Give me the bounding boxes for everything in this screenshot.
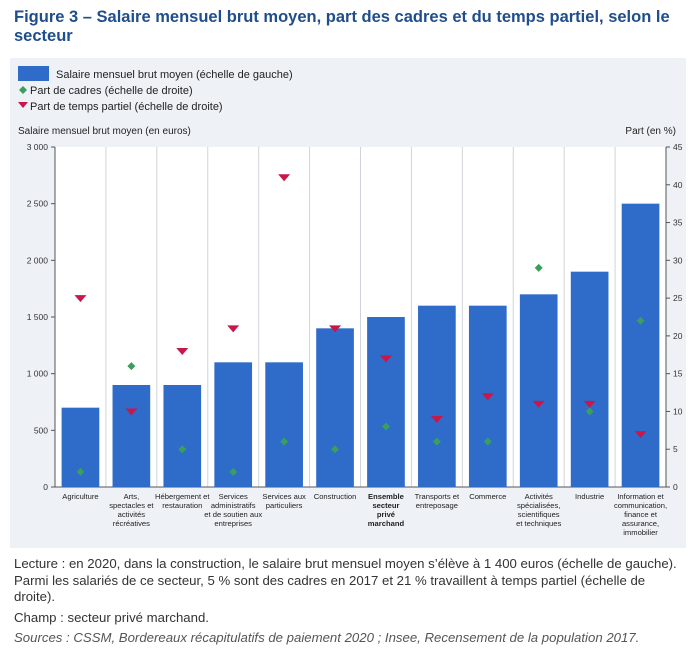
bar [163, 385, 202, 487]
legend-bar-swatch [18, 66, 49, 81]
y-tick-label-left: 2 500 [27, 199, 49, 209]
legend-label-salary: Salaire mensuel brut moyen (échelle de g… [56, 69, 293, 81]
sources-note: Sources : CSSM, Bordereaux récapitulatif… [14, 630, 640, 645]
plot-area: 0 500 1 000 1 500 2 000 2 500 3 000 0 5 10 15 20 25 3… [27, 142, 683, 537]
bar [519, 294, 558, 487]
bar [112, 385, 151, 487]
bar [316, 328, 354, 487]
bar [367, 317, 405, 487]
triangle-point [74, 295, 87, 303]
y-tick-label-left: 0 [43, 482, 48, 492]
triangle-point [481, 393, 494, 401]
x-tick-label: Arts, spectacles et activités récréatives [109, 492, 154, 528]
diamond-point [483, 437, 492, 446]
scope-note: Champ : secteur privé marchand. [14, 609, 209, 625]
legend-label-cadres: Part de cadres (échelle de droite) [30, 85, 193, 97]
x-tick-label: Transports et entreposage [415, 492, 460, 510]
y-tick-label-left: 3 000 [27, 142, 49, 152]
y-axis-left-title: Salaire mensuel brut moyen (en euros) [18, 126, 191, 137]
y-tick-label-right: 10 [673, 406, 683, 416]
triangle-point [379, 355, 392, 363]
legend-triangle-marker [18, 102, 28, 108]
x-tick-label: Services aux particuliers [262, 492, 306, 510]
bar [621, 203, 660, 487]
triangle-point [583, 400, 596, 408]
chart: Salaire mensuel brut moyen (échelle de g… [18, 66, 683, 537]
legend: Salaire mensuel brut moyen (échelle de g… [18, 66, 293, 113]
figure-title: Figure 3 – Salaire mensuel brut moyen, p… [14, 8, 670, 45]
x-tick-label: Services administratifs et de soutien aux e… [204, 492, 262, 528]
notes: Lecture : en 2020, dans la construction,… [14, 556, 686, 651]
bar [570, 271, 609, 487]
y-tick-label-right: 15 [673, 369, 683, 379]
y-tick-label-right: 25 [673, 293, 683, 303]
diamond-point [585, 407, 594, 416]
triangle-point [227, 325, 240, 333]
y-tick-label-right: 20 [673, 331, 683, 341]
x-tick-label: Construction [314, 492, 357, 501]
triangle-point [125, 408, 138, 416]
x-tick-label: Activités spécialisées, scientifiques et te… [516, 492, 561, 528]
diamond-point [127, 362, 136, 371]
y-tick-label-left: 1 500 [27, 312, 49, 322]
diamond-point [331, 445, 340, 454]
diamond-point [178, 445, 187, 454]
x-tick-label: Agriculture [62, 492, 98, 501]
x-tick-label: Information et communication, finance et as… [614, 492, 667, 537]
diamond-point [76, 467, 85, 476]
y-tick-label-left: 2 000 [27, 255, 49, 265]
triangle-point [176, 348, 189, 355]
legend-diamond-marker [19, 86, 27, 94]
diamond-point [381, 422, 390, 431]
triangle-point [634, 431, 647, 439]
legend-label-temps-partiel: Part de temps partiel (échelle de droite… [30, 101, 223, 113]
x-tick-label: Industrie [575, 492, 604, 501]
y-tick-label-right: 30 [673, 255, 683, 265]
triangle-point [532, 400, 545, 408]
diamond-point [534, 263, 543, 272]
bar [265, 362, 303, 487]
bar [418, 305, 456, 487]
bar [214, 362, 253, 487]
x-tick-label: Commerce [469, 492, 506, 501]
y-tick-label-left: 1 000 [27, 369, 49, 379]
diamond-point [636, 316, 645, 325]
reading-note: Lecture : en 2020, dans la construction,… [14, 556, 677, 604]
diamond-point [229, 467, 238, 476]
x-tick-label: Ensemble secteur privé marchand [368, 492, 405, 528]
triangle-point [278, 174, 291, 182]
y-tick-label-right: 40 [673, 180, 683, 190]
chart-panel: Salaire mensuel brut moyen (échelle de g… [10, 58, 686, 548]
y-axis-right-title: Part (en %) [625, 126, 676, 137]
y-tick-label-left: 500 [34, 425, 48, 435]
y-tick-label-right: 45 [673, 142, 683, 152]
diamond-point [280, 437, 289, 446]
y-tick-label-right: 0 [673, 482, 678, 492]
x-tick-label: Hébergement et restauration [155, 492, 210, 510]
y-tick-label-right: 35 [673, 218, 683, 228]
triangle-point [430, 416, 443, 423]
diamond-point [432, 437, 441, 446]
triangle-point [329, 325, 342, 333]
y-tick-label-right: 5 [673, 444, 678, 454]
